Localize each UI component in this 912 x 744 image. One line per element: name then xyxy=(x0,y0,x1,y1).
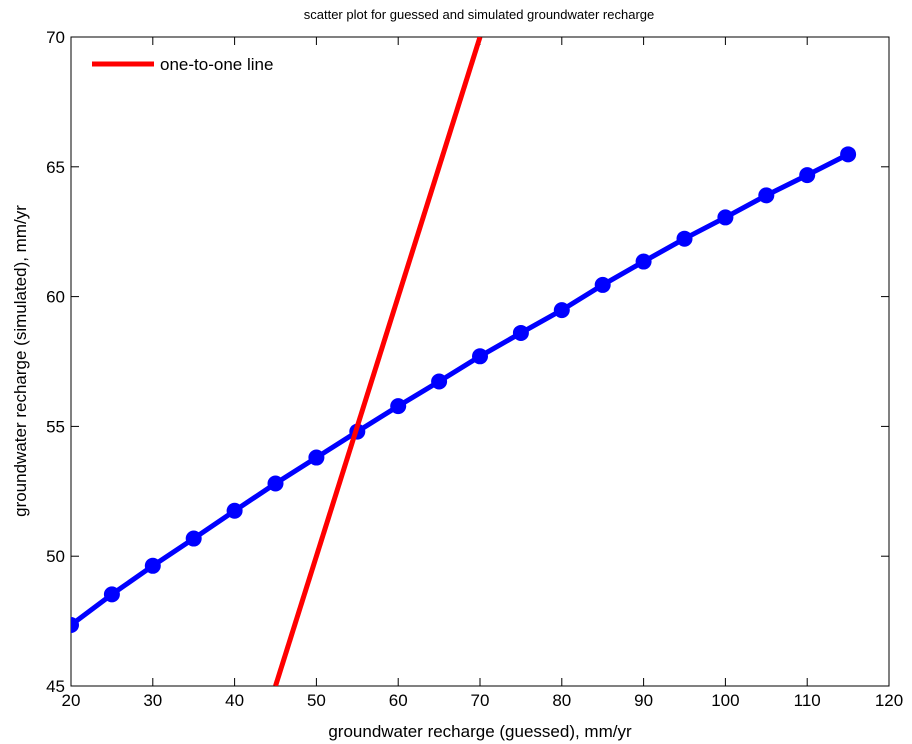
data-point xyxy=(676,230,693,247)
x-tick-label: 90 xyxy=(634,691,653,710)
data-point xyxy=(840,146,857,163)
series-line-1 xyxy=(273,37,483,686)
x-tick-label: 60 xyxy=(389,691,408,710)
data-point xyxy=(103,586,120,603)
data-point xyxy=(390,398,407,415)
series-0 xyxy=(71,146,857,633)
data-point xyxy=(185,530,202,547)
x-tick-label: 80 xyxy=(552,691,571,710)
data-point xyxy=(267,475,284,492)
data-point xyxy=(431,373,448,390)
y-tick-label: 50 xyxy=(46,547,65,566)
y-axis-label: groundwater recharge (simulated), mm/yr xyxy=(11,205,30,517)
data-point xyxy=(553,302,570,319)
series-1 xyxy=(273,37,483,686)
data-point xyxy=(308,449,325,466)
data-point xyxy=(635,253,652,270)
x-tick-label: 40 xyxy=(225,691,244,710)
data-point xyxy=(226,502,243,519)
y-tick-label: 45 xyxy=(46,677,65,696)
legend: one-to-one line xyxy=(92,55,273,74)
x-tick-label: 30 xyxy=(143,691,162,710)
data-point xyxy=(758,187,775,204)
x-tick-label: 100 xyxy=(711,691,739,710)
y-tick-label: 70 xyxy=(46,28,65,47)
data-point xyxy=(799,167,816,184)
x-tick-label: 20 xyxy=(62,691,81,710)
data-point xyxy=(144,557,161,574)
x-tick-label: 120 xyxy=(875,691,903,710)
data-point xyxy=(717,209,734,226)
legend-label-one-to-one-line: one-to-one line xyxy=(160,55,273,74)
x-axis-label: groundwater recharge (guessed), mm/yr xyxy=(328,722,632,741)
data-point xyxy=(594,276,611,293)
chart-title: scatter plot for guessed and simulated g… xyxy=(304,7,654,22)
data-point xyxy=(71,616,79,633)
x-tick-label: 110 xyxy=(794,691,821,710)
y-tick-label: 60 xyxy=(46,288,65,307)
y-axis: 45 50 55 60 65 70 xyxy=(46,28,889,696)
data-point xyxy=(512,324,529,341)
x-tick-label: 50 xyxy=(307,691,326,710)
data-point xyxy=(472,348,488,365)
x-tick-label: 70 xyxy=(471,691,490,710)
y-tick-label: 65 xyxy=(46,158,65,177)
series-layer xyxy=(71,37,857,686)
x-axis: 20 30 40 50 60 70 80 90 100 110 120 xyxy=(62,37,903,710)
y-tick-label: 55 xyxy=(46,417,65,436)
